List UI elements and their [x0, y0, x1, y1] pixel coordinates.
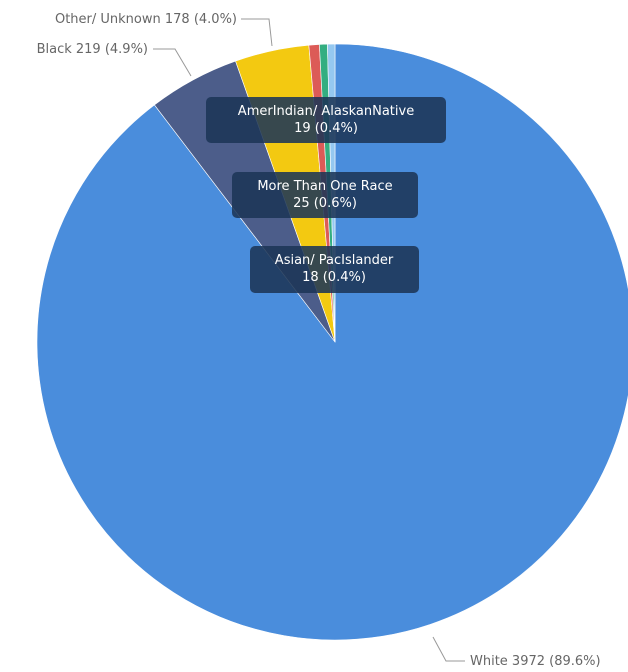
- leader-line-black: [153, 48, 192, 77]
- pie-slice-white[interactable]: [36, 43, 628, 641]
- tooltip-multi-line1: More Than One Race: [257, 179, 392, 194]
- tooltip-asian-line1: Asian/ PacIslander: [275, 253, 394, 268]
- label-black: Black 219 (4.9%): [37, 42, 148, 57]
- tooltip-more-than-one-race: More Than One Race 25 (0.6%): [232, 172, 418, 218]
- data-tooltips: AmerIndian/ AlaskanNative 19 (0.4%) More…: [206, 97, 446, 293]
- leader-line-white: [432, 636, 465, 662]
- tooltip-multi-line2: 25 (0.6%): [293, 196, 357, 211]
- tooltip-asian: Asian/ PacIslander 18 (0.4%): [250, 246, 419, 293]
- pie-labels: Other/ Unknown 178 (4.0%) Black 219 (4.9…: [37, 12, 601, 669]
- tooltip-asian-line2: 18 (0.4%): [302, 270, 366, 285]
- leader-line-other: [241, 18, 273, 47]
- tooltip-amerindian: AmerIndian/ AlaskanNative 19 (0.4%): [206, 97, 446, 143]
- label-white: White 3972 (89.6%): [470, 654, 601, 669]
- tooltip-amerindian-line1: AmerIndian/ AlaskanNative: [238, 104, 414, 119]
- tooltip-amerindian-line2: 19 (0.4%): [294, 121, 358, 136]
- label-other-unknown: Other/ Unknown 178 (4.0%): [55, 12, 237, 27]
